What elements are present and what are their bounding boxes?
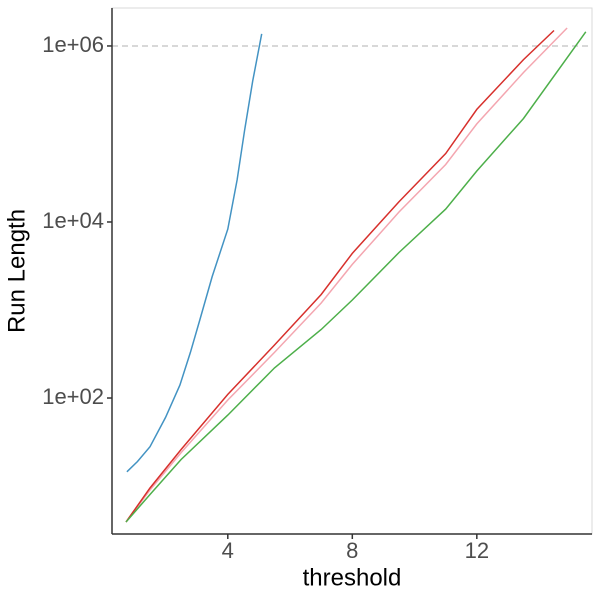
series-line	[125, 31, 587, 523]
series-line	[125, 29, 555, 523]
y-axis-title: Run Length	[3, 209, 30, 333]
x-axis-title: threshold	[303, 564, 402, 591]
y-tick-label: 1e+04	[42, 208, 104, 233]
x-tick-label: 8	[346, 538, 358, 563]
x-tick-label: 4	[222, 538, 234, 563]
y-tick-label: 1e+02	[42, 384, 104, 409]
y-tick-label: 1e+06	[42, 32, 104, 57]
series-line	[126, 33, 263, 473]
x-tick-label: 12	[465, 538, 489, 563]
series-line	[125, 27, 568, 523]
